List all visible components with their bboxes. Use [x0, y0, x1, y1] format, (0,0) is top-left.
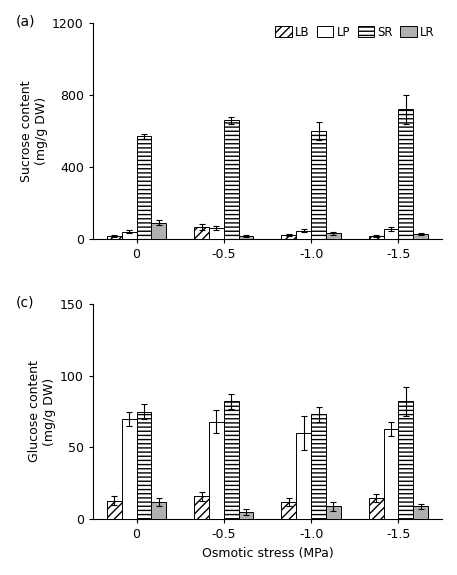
Bar	[137, 136, 151, 239]
Bar	[296, 231, 311, 239]
Bar	[151, 502, 166, 519]
Bar	[413, 507, 428, 519]
Text: (c): (c)	[16, 295, 35, 309]
Bar	[399, 401, 413, 519]
Y-axis label: Sucrose content
(mg/g DW): Sucrose content (mg/g DW)	[20, 80, 48, 182]
Bar	[209, 228, 224, 239]
Bar	[282, 502, 296, 519]
Bar	[326, 233, 341, 239]
Bar	[326, 507, 341, 519]
Bar	[224, 120, 239, 239]
Bar	[151, 223, 166, 239]
Bar	[369, 236, 383, 239]
Legend: LB, LP, SR, LR: LB, LP, SR, LR	[274, 25, 436, 40]
Bar	[399, 109, 413, 239]
Bar	[311, 131, 326, 239]
X-axis label: Osmotic stress (MPa): Osmotic stress (MPa)	[202, 547, 333, 560]
Text: (a): (a)	[16, 14, 36, 28]
Bar	[194, 227, 209, 239]
Bar	[122, 419, 137, 519]
Bar	[107, 236, 122, 239]
Bar	[369, 498, 383, 519]
Bar	[413, 235, 428, 239]
Bar	[383, 429, 399, 519]
Bar	[194, 496, 209, 519]
Bar	[239, 236, 254, 239]
Bar	[107, 501, 122, 519]
Bar	[224, 401, 239, 519]
Bar	[296, 433, 311, 519]
Bar	[239, 512, 254, 519]
Bar	[282, 235, 296, 239]
Y-axis label: Glucose content
(mg/g DW): Glucose content (mg/g DW)	[28, 361, 56, 462]
Bar	[122, 232, 137, 239]
Bar	[137, 412, 151, 519]
Bar	[209, 421, 224, 519]
Bar	[311, 415, 326, 519]
Bar	[383, 229, 399, 239]
